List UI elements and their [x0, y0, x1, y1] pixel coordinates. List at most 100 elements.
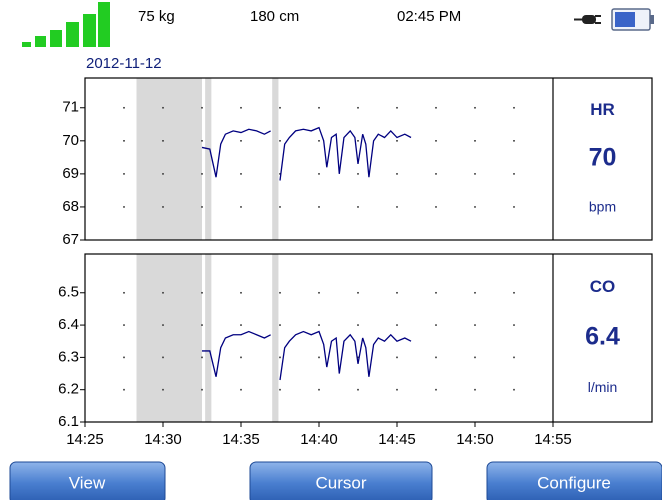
y-tick-label: 6.1	[58, 413, 79, 430]
x-tick-label: 14:50	[456, 431, 494, 448]
grid-dot	[513, 291, 515, 294]
shaded-region	[205, 78, 212, 240]
button[interactable]: Configure	[486, 461, 662, 500]
plug-icon	[574, 15, 601, 24]
grid-dot	[318, 324, 320, 326]
grid-dot	[279, 140, 281, 142]
grid-dot	[318, 356, 320, 359]
grid-dot	[513, 140, 515, 142]
y-tick-label: 69	[62, 165, 79, 182]
grid-dot	[474, 324, 476, 326]
battery-icon	[611, 8, 654, 31]
button-label[interactable]: Cursor	[315, 473, 366, 492]
grid-dot	[513, 173, 515, 175]
shaded-region	[272, 254, 279, 422]
grid-dot	[201, 324, 203, 326]
grid-dot	[357, 291, 359, 294]
grid-dot	[318, 106, 320, 109]
grid-dot	[162, 106, 164, 109]
shaded-region	[136, 254, 202, 422]
shaded-region	[136, 78, 202, 240]
x-tick-label: 14:45	[378, 431, 416, 448]
grid-dot	[279, 388, 281, 391]
y-tick-label: 70	[62, 132, 79, 149]
grid-dot	[279, 356, 281, 359]
grid-dot	[279, 106, 281, 109]
grid-dot	[279, 173, 281, 175]
grid-dot	[357, 106, 359, 109]
grid-dot	[474, 291, 476, 294]
plot-frame	[84, 77, 653, 241]
grid-dot	[123, 388, 125, 391]
grid-dot	[279, 324, 281, 326]
button-label[interactable]: View	[69, 473, 106, 492]
grid-dot	[279, 206, 281, 208]
grid-dot	[357, 173, 359, 175]
y-tick-label: 6.4	[58, 316, 79, 333]
signal-icon	[22, 2, 110, 47]
grid-dot	[240, 140, 242, 142]
grid-dot	[357, 206, 359, 208]
grid-dot	[162, 291, 164, 294]
y-tick-label: 68	[62, 198, 79, 215]
grid-dot	[435, 206, 437, 208]
grid-dot	[240, 173, 242, 175]
grid-dot	[357, 140, 359, 142]
button-label[interactable]: Configure	[537, 473, 611, 492]
grid-dot	[513, 106, 515, 109]
grid-dot	[162, 173, 164, 175]
data-line	[279, 126, 412, 181]
grid-dot	[162, 206, 164, 208]
grid-dot	[474, 106, 476, 109]
readout-unit: l/min	[588, 379, 618, 395]
x-tick-label: 14:30	[144, 431, 182, 448]
data-line	[201, 128, 271, 178]
grid-dot	[396, 388, 398, 391]
x-tick-label: 14:25	[66, 431, 104, 448]
x-tick-label: 14:40	[300, 431, 338, 448]
shaded-region	[205, 254, 212, 422]
grid-dot	[435, 173, 437, 175]
chart-panel: 6.1 6.2 6.3 6.4 6.5 14:25 14:30 14:35 14:40 14:45…	[58, 253, 653, 448]
grid-dot	[474, 356, 476, 359]
shaded-region	[272, 78, 279, 240]
grid-dot	[318, 291, 320, 294]
data-line	[202, 330, 271, 377]
grid-dot	[396, 173, 398, 175]
grid-dot	[396, 324, 398, 326]
grid-dot	[240, 356, 242, 359]
x-tick-label: 14:35	[222, 431, 260, 448]
y-tick-label: 6.5	[58, 284, 79, 301]
grid-dot	[396, 206, 398, 208]
grid-dot	[396, 291, 398, 294]
grid-dot	[201, 388, 203, 391]
height: 180 cm	[250, 8, 299, 25]
grid-dot	[318, 206, 320, 208]
button[interactable]: Cursor	[249, 461, 433, 500]
readout-value: 70	[589, 144, 617, 172]
grid-dot	[357, 356, 359, 359]
grid-dot	[396, 106, 398, 109]
grid-dot	[435, 324, 437, 326]
y-tick-label: 6.2	[58, 381, 79, 398]
y-tick-label: 6.3	[58, 348, 79, 365]
button[interactable]: View	[9, 461, 166, 500]
chart-panel: 67 68 69 70 71 HR 70 bpm	[62, 77, 653, 248]
grid-dot	[318, 388, 320, 391]
grid-dot	[435, 356, 437, 359]
grid-dot	[357, 324, 359, 326]
y-tick-label: 71	[62, 99, 79, 116]
weight: 75 kg	[138, 8, 175, 25]
readout-label: HR	[590, 100, 615, 119]
y-tick-label: 67	[62, 231, 79, 248]
grid-dot	[357, 388, 359, 391]
clock: 02:45 PM	[397, 8, 461, 25]
plot-frame	[84, 253, 653, 423]
grid-dot	[474, 173, 476, 175]
grid-dot	[513, 356, 515, 359]
grid-dot	[279, 291, 281, 294]
grid-dot	[513, 324, 515, 326]
grid-dot	[240, 388, 242, 391]
grid-dot	[396, 140, 398, 142]
grid-dot	[123, 206, 125, 208]
